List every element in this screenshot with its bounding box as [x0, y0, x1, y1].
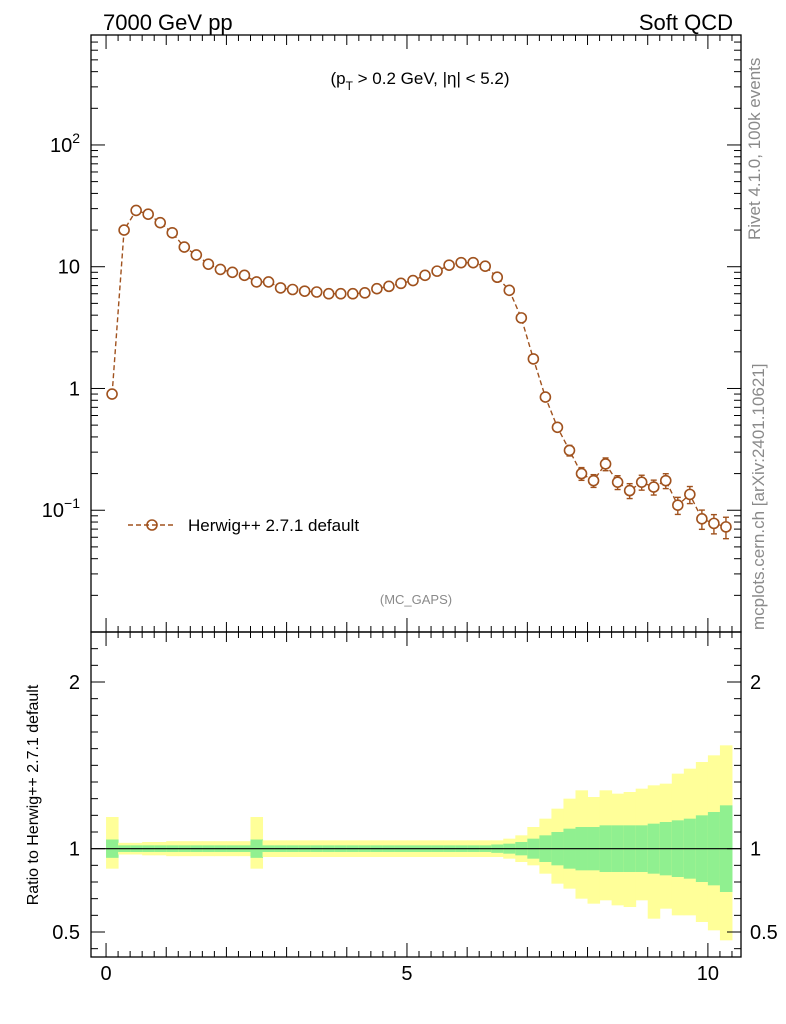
- data-point: [347, 287, 359, 300]
- data-point: [178, 241, 191, 253]
- cuts-label-pre: (p: [330, 69, 345, 88]
- ratio-y-tick-label-right: 0.5: [750, 922, 778, 944]
- data-point: [202, 258, 215, 270]
- data-point: [575, 467, 588, 480]
- plot-title-right: Soft QCD: [639, 10, 733, 35]
- data-point: [250, 276, 263, 288]
- data-point: [226, 266, 239, 279]
- main-y-tick-label-exp: −1: [64, 495, 80, 511]
- data-point: [479, 260, 492, 272]
- data-point: [166, 226, 179, 239]
- ratio-plot-marks: [106, 745, 733, 941]
- data-point: [539, 391, 552, 403]
- data-point: [154, 216, 167, 229]
- ratio-panel: 0.5 0.5 1 1 2 2 0 5 10 Ratio to Herwig++ 2.7.1 …: [25, 631, 778, 985]
- data-point: [190, 249, 203, 261]
- data-point: [467, 256, 479, 269]
- data-point: [563, 444, 576, 457]
- data-point: [383, 280, 395, 293]
- data-point: [298, 285, 311, 297]
- ratio-y-tick-label-right: 1: [750, 839, 761, 861]
- x-tick-labels: 0 5 10: [100, 963, 719, 985]
- x-tick-label: 10: [697, 963, 719, 985]
- data-point: [611, 476, 624, 488]
- data-point: [371, 282, 383, 295]
- data-point: [274, 282, 287, 294]
- cuts-label: (pT > 0.2 GeV, |η| < 5.2): [330, 69, 509, 93]
- data-point: [587, 474, 600, 487]
- data-point: [659, 474, 672, 487]
- data-point: [130, 204, 142, 217]
- data-point: [262, 276, 275, 288]
- main-y-tick-label-base: 10: [58, 257, 80, 279]
- plot-title-left: 7000 GeV pp: [103, 10, 233, 35]
- data-point: [503, 284, 516, 297]
- rivet-version-label: Rivet 4.1.0, 100k events: [745, 58, 764, 240]
- data-point: [142, 208, 154, 220]
- ratio-y-axis-label: Ratio to Herwig++ 2.7.1 default: [25, 684, 42, 905]
- data-point: [720, 521, 732, 533]
- analysis-label: (MC_GAPS): [380, 592, 452, 607]
- data-point: [443, 259, 455, 271]
- main-y-tick-label-base: 1: [69, 378, 80, 400]
- data-point: [407, 274, 419, 287]
- data-point: [684, 488, 696, 501]
- main-y-tick-label: 10: [58, 257, 80, 279]
- main-y-tick-label-exp: 2: [72, 130, 80, 146]
- ratio-y-tick-label: 2: [69, 672, 80, 694]
- main-panel-frame: [90, 34, 742, 633]
- data-point: [696, 513, 708, 525]
- main-axis-ticks: [91, 34, 741, 633]
- data-point: [527, 353, 540, 365]
- data-point: [455, 256, 467, 269]
- data-point: [623, 484, 636, 497]
- data-point: [599, 458, 612, 470]
- ratio-y-tick-labels: 0.5 0.5 1 1 2 2: [52, 672, 778, 944]
- main-y-tick-label-base: 10: [50, 135, 72, 157]
- cuts-label-post: > 0.2 GeV, |η| < 5.2): [353, 69, 510, 88]
- main-plot-marks: [106, 204, 732, 540]
- series-line: [111, 209, 727, 528]
- data-point: [359, 287, 371, 299]
- data-point: [419, 269, 431, 282]
- main-y-tick-label: 1: [69, 378, 80, 400]
- mcplots-credit-label: mcplots.cern.ch [arXiv:2401.10621]: [749, 364, 768, 630]
- legend-label: Herwig++ 2.7.1 default: [188, 516, 359, 535]
- data-point: [322, 287, 335, 300]
- main-y-tick-label: 102: [50, 130, 80, 157]
- data-point: [672, 499, 684, 512]
- data-point: [431, 265, 443, 277]
- data-point: [310, 286, 323, 298]
- data-point: [106, 388, 118, 400]
- ratio-axis-ticks: [91, 632, 741, 957]
- data-point: [238, 269, 251, 282]
- x-tick-label: 0: [100, 963, 111, 985]
- ratio-y-tick-label: 0.5: [52, 922, 80, 944]
- data-point: [491, 271, 504, 284]
- data-point: [334, 287, 347, 300]
- ratio-y-tick-label-right: 2: [750, 672, 761, 694]
- data-point: [551, 421, 564, 434]
- legend: Herwig++ 2.7.1 default: [128, 516, 359, 535]
- data-point: [286, 283, 299, 296]
- data-point: [118, 224, 130, 236]
- ratio-y-tick-label: 1: [69, 839, 80, 861]
- data-point: [635, 476, 648, 488]
- data-point: [647, 481, 660, 493]
- data-point: [515, 312, 528, 324]
- legend-marker: [146, 519, 158, 531]
- cuts-label-sub: T: [346, 79, 354, 93]
- x-tick-label: 5: [401, 963, 412, 985]
- data-point: [708, 517, 720, 530]
- data-point: [214, 263, 227, 276]
- data-point: [395, 277, 407, 290]
- main-y-tick-label: 10−1: [42, 495, 80, 522]
- main-y-tick-label-base: 10: [42, 500, 64, 522]
- ratio-panel-frame: [90, 631, 742, 958]
